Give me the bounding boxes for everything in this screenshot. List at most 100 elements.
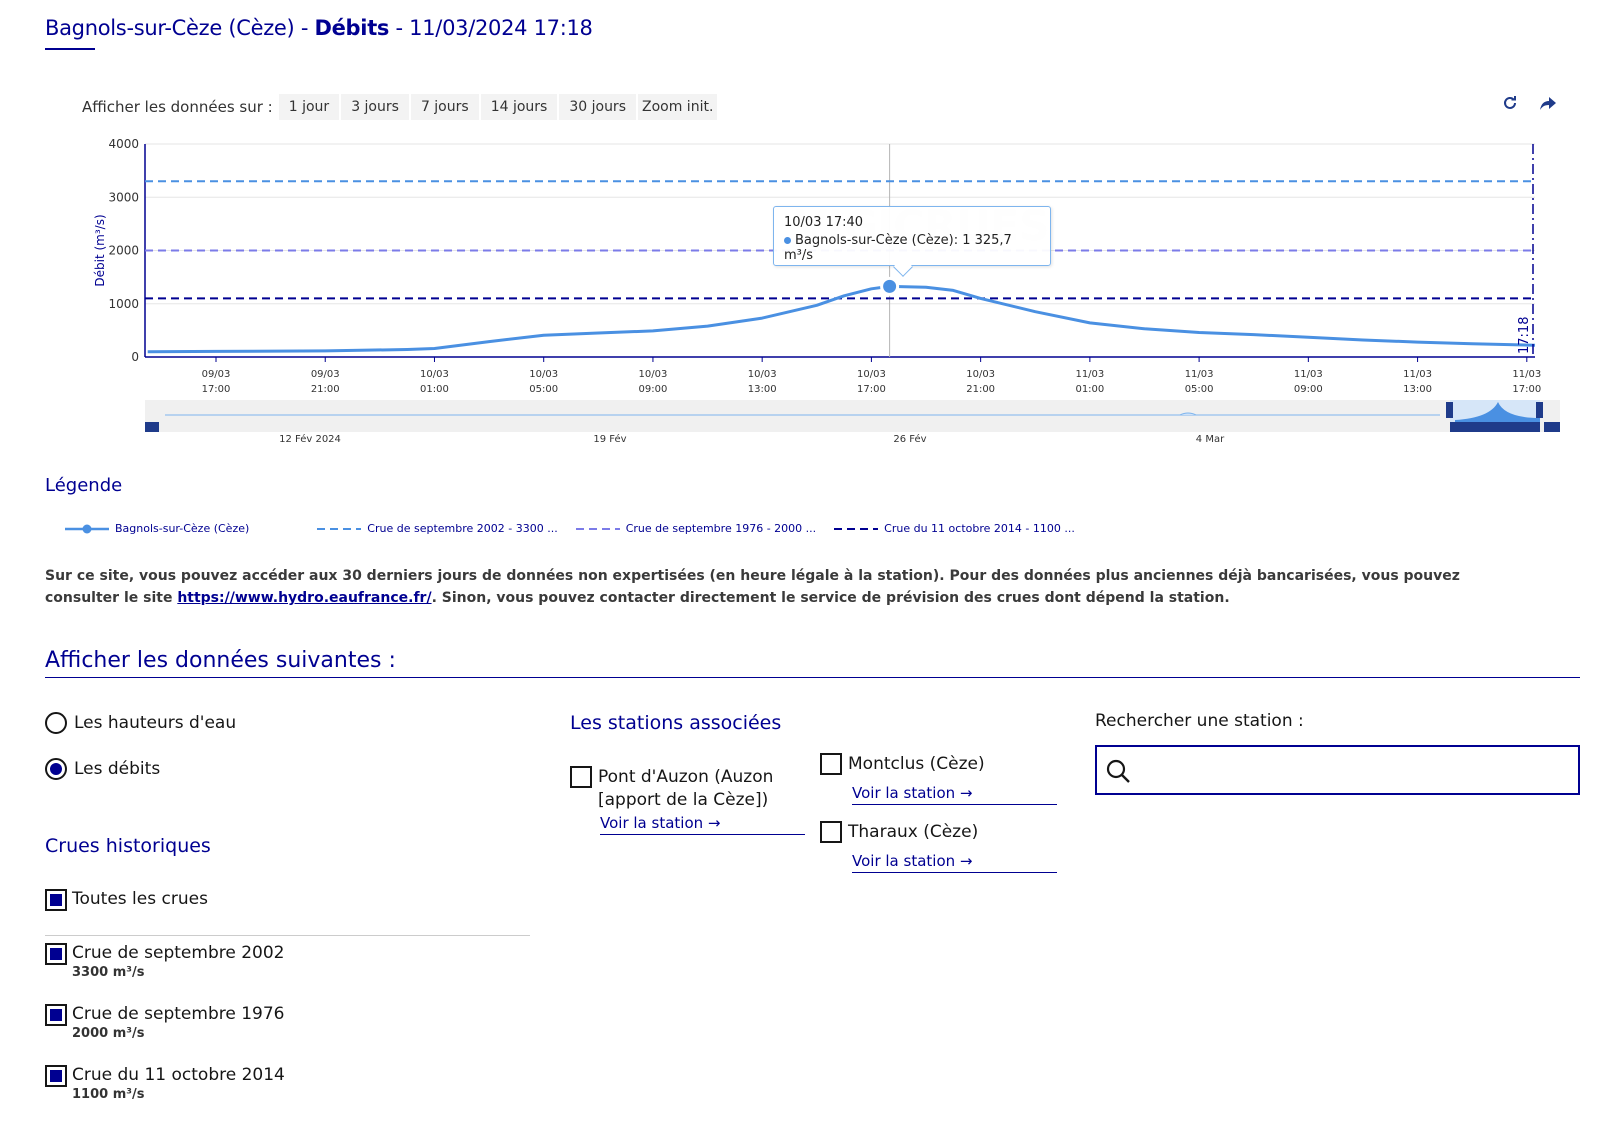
range-3-days-button[interactable]: 3 jours [341, 94, 409, 120]
y-tick-label: 2000 [108, 244, 139, 258]
x-tick-date-label: 11/03 [1512, 369, 1541, 380]
station-name: Pont d'Auzon (Auzon [598, 767, 774, 787]
range-7-days-button[interactable]: 7 jours [410, 94, 479, 120]
navigator-scroll-right-button [1544, 422, 1560, 432]
y-tick-label: 3000 [108, 190, 139, 204]
navigator-background [145, 400, 1560, 432]
page-title: Bagnols-sur-Cèze (Cèze) - Débits - 11/03… [45, 16, 593, 40]
range-1-day-button[interactable]: 1 jour [278, 94, 340, 120]
checkbox-crue-1976[interactable]: Crue de septembre 1976 2000 m³/s [45, 1004, 284, 1043]
legend-label: Bagnols-sur-Cèze (Cèze) [115, 522, 250, 535]
x-tick-time-label: 13:00 [748, 384, 777, 395]
info-paragraph: Sur ce site, vous pouvez accéder aux 30 … [45, 565, 1525, 609]
navigator-label: 19 Fév [593, 433, 626, 445]
x-tick-date-label: 10/03 [966, 369, 995, 380]
checkbox-checked-icon [45, 1065, 67, 1087]
x-tick-date-label: 11/03 [1294, 369, 1323, 380]
historic-floods-title: Crues historiques [45, 835, 211, 857]
range-14-days-button[interactable]: 14 jours [480, 94, 558, 120]
range-selector-label: Afficher les données sur : [82, 98, 273, 116]
now-marker-label: 17:18 [1517, 317, 1532, 354]
x-tick-time-label: 13:00 [1403, 384, 1432, 395]
range-30-days-button[interactable]: 30 jours [559, 94, 636, 120]
station-pont-d-auzon[interactable]: Pont d'Auzon (Auzon [apport de la Cèze]) [570, 766, 773, 812]
y-tick-label: 1000 [108, 297, 139, 311]
navigator-bump [1179, 412, 1197, 416]
title-datetime: 11/03/2024 17:18 [409, 16, 593, 40]
share-icon[interactable] [1538, 94, 1558, 114]
navigator-scrollbar-thumb [1450, 422, 1540, 432]
search-box[interactable] [1095, 745, 1580, 795]
hydro-eaufrance-link[interactable]: https://www.hydro.eaufrance.fr/ [177, 590, 432, 606]
checkbox-crue-2014[interactable]: Crue du 11 octobre 2014 1100 m³/s [45, 1065, 285, 1104]
y-axis-label: Débit (m³/s) [93, 214, 107, 286]
chart-tooltip: 10/03 17:40 Bagnols-sur-Cèze (Cèze): 1 3… [773, 206, 1051, 277]
station-name: Bagnols-sur-Cèze (Cèze) [45, 16, 295, 40]
x-tick-time-label: 01:00 [420, 384, 449, 395]
checkbox-checked-icon [45, 1004, 67, 1026]
x-tick-time-label: 21:00 [311, 384, 340, 395]
highlighted-point [880, 276, 900, 296]
search-input[interactable] [1145, 747, 1565, 793]
search-label: Rechercher une station : [1095, 711, 1304, 731]
tooltip-value: Bagnols-sur-Cèze (Cèze): 1 325,7 m³/s [784, 233, 1012, 263]
navigator-handle-left [1446, 402, 1453, 418]
station-name: Montclus (Cèze) [848, 754, 985, 774]
section-divider [45, 677, 1580, 678]
checkbox-icon [820, 753, 842, 775]
x-tick-time-label: 17:00 [202, 384, 231, 395]
solid-line-dot-icon [65, 524, 109, 533]
station-name: Tharaux (Cèze) [848, 822, 979, 842]
checkbox-all-floods[interactable]: Toutes les crues [45, 889, 208, 911]
legend-item-crue-1976[interactable]: Crue de septembre 1976 - 2000 ... [575, 522, 816, 535]
x-tick-date-label: 11/03 [1185, 369, 1214, 380]
arrow-right-icon: → [959, 784, 973, 802]
x-tick-date-label: 10/03 [748, 369, 777, 380]
x-tick-time-label: 01:00 [1075, 384, 1104, 395]
arrow-right-icon: → [707, 814, 721, 832]
legend-item-series[interactable]: Bagnols-sur-Cèze (Cèze) [65, 522, 249, 535]
radio-label: Les hauteurs d'eau [74, 713, 237, 733]
station-montclus[interactable]: Montclus (Cèze) [820, 753, 985, 776]
legend-item-crue-2014[interactable]: Crue du 11 octobre 2014 - 1100 ... [834, 522, 1075, 535]
checkbox-label: Crue de septembre 2002 [72, 943, 285, 963]
refresh-icon[interactable] [1500, 94, 1520, 114]
x-tick-time-label: 09:00 [639, 384, 668, 395]
zoom-reset-button[interactable]: Zoom init. [638, 94, 718, 120]
x-tick-time-label: 09:00 [1294, 384, 1323, 395]
station-tharaux[interactable]: Tharaux (Cèze) [820, 821, 978, 844]
x-tick-time-label: 17:00 [857, 384, 886, 395]
legend-item-crue-2002[interactable]: Crue de septembre 2002 - 3300 ... [317, 522, 558, 535]
y-tick-label: 0 [131, 350, 139, 364]
section-title: Afficher les données suivantes : [45, 648, 396, 673]
dashed-line-icon [317, 527, 362, 530]
radio-circle-checked-icon [45, 758, 67, 780]
checkbox-label: Crue de septembre 1976 [72, 1004, 285, 1024]
link-label: Voir la station [852, 784, 956, 802]
search-icon [1106, 759, 1130, 783]
divider [45, 935, 530, 936]
checkbox-crue-2002[interactable]: Crue de septembre 2002 3300 m³/s [45, 943, 284, 982]
radio-water-heights[interactable]: Les hauteurs d'eau [45, 712, 236, 734]
radio-flows[interactable]: Les débits [45, 758, 160, 780]
radio-label: Les débits [74, 759, 161, 779]
station-link-pont-d-auzon[interactable]: Voir la station → [600, 814, 805, 835]
range-selector: Afficher les données sur : 1 jour 3 jour… [82, 94, 719, 120]
station-link-montclus[interactable]: Voir la station → [852, 784, 1057, 805]
x-tick-date-label: 09/03 [311, 369, 340, 380]
navigator-label: 4 Mar [1196, 434, 1225, 445]
dashed-line-icon [575, 527, 620, 530]
x-tick-date-label: 11/03 [1075, 369, 1104, 380]
tooltip-value-row: Bagnols-sur-Cèze (Cèze): 1 325,7 m³/s [784, 233, 1040, 263]
navigator-label: 12 Fév 2024 [279, 433, 341, 445]
legend-label: Crue de septembre 2002 - 3300 ... [367, 522, 558, 535]
y-tick-label: 4000 [108, 137, 139, 151]
navigator-handle-right [1536, 402, 1543, 418]
checkbox-icon [820, 821, 842, 843]
data-type: Débits [314, 16, 390, 40]
link-label: Voir la station [852, 852, 956, 870]
flood-value: 2000 m³/s [72, 1026, 145, 1041]
link-label: Voir la station [600, 814, 704, 832]
station-link-tharaux[interactable]: Voir la station → [852, 852, 1057, 873]
